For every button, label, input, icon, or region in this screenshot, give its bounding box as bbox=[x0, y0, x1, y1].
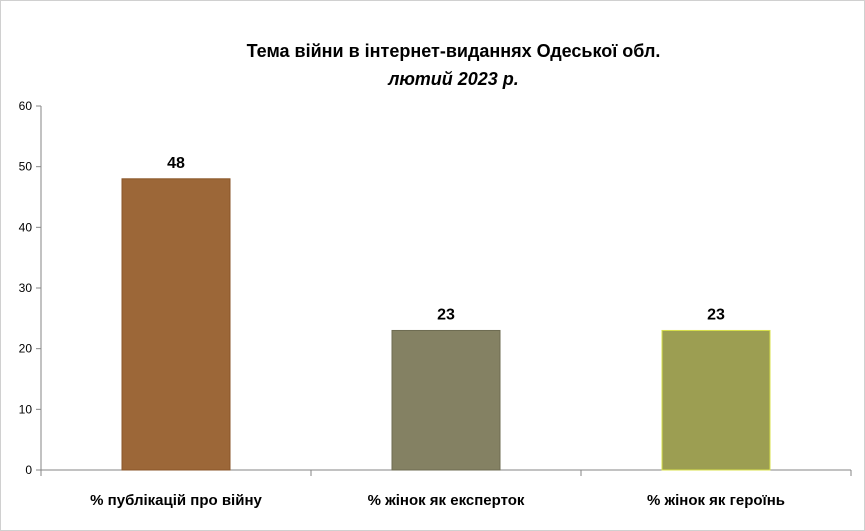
y-tick-label: 0 bbox=[25, 463, 32, 477]
category-label: % публікацій про війну bbox=[90, 492, 262, 509]
bar-2 bbox=[391, 329, 501, 471]
chart-subtitle: лютий 2023 р. bbox=[388, 69, 519, 89]
y-tick-label: 10 bbox=[19, 402, 33, 416]
bar-1 bbox=[121, 178, 231, 471]
y-tick-label: 40 bbox=[19, 220, 33, 234]
data-label: 23 bbox=[707, 306, 725, 323]
y-tick-label: 50 bbox=[19, 160, 33, 174]
data-label: 48 bbox=[167, 155, 185, 172]
bar-3 bbox=[661, 329, 771, 471]
y-tick-label: 20 bbox=[19, 342, 33, 356]
category-label: % жінок як експерток bbox=[368, 492, 525, 509]
data-label: 23 bbox=[437, 306, 455, 323]
y-tick-label: 60 bbox=[19, 99, 33, 113]
y-tick-label: 30 bbox=[19, 281, 33, 295]
chart-title: Тема війни в інтернет-виданнях Одеської … bbox=[246, 41, 661, 61]
category-label: % жінок як героїнь bbox=[647, 492, 785, 509]
